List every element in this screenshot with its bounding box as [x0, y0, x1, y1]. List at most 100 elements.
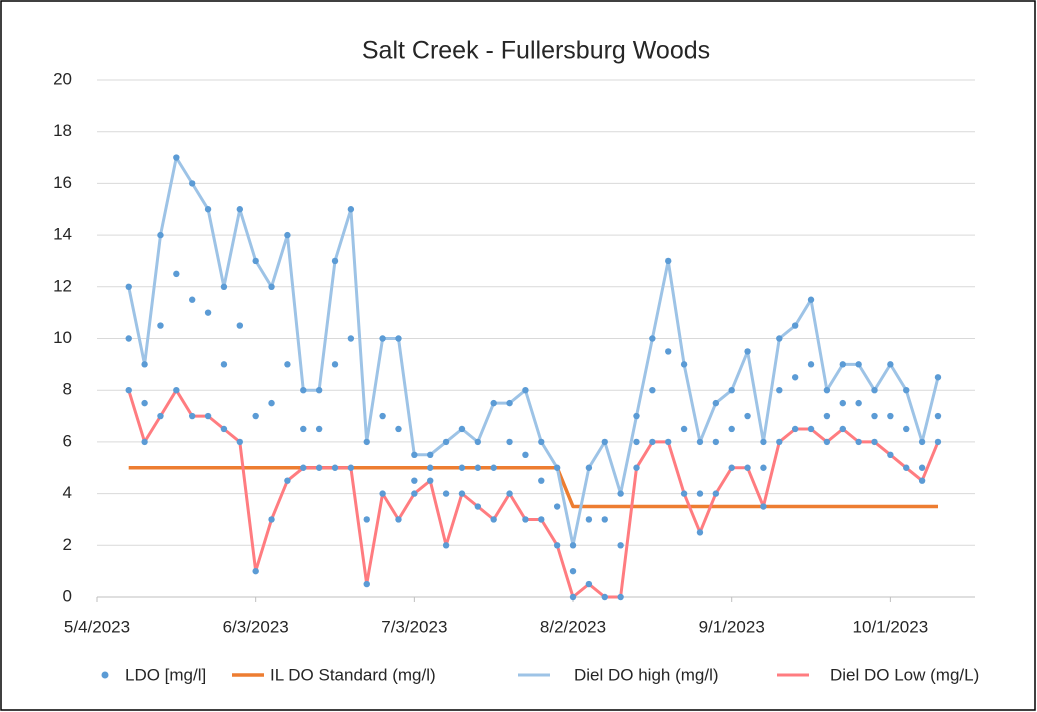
data-point — [903, 425, 910, 433]
data-point — [442, 490, 450, 497]
data-point — [823, 412, 831, 420]
data-point — [696, 438, 704, 446]
data-point — [458, 490, 466, 497]
y-tick-label: 2 — [63, 535, 72, 554]
data-point — [236, 322, 244, 329]
y-tick-label: 20 — [53, 69, 72, 88]
data-point — [395, 335, 402, 342]
data-point — [680, 425, 688, 433]
data-point — [918, 477, 926, 484]
data-point — [474, 438, 482, 446]
data-point — [887, 361, 894, 368]
legend-label: Diel DO Low (mg/L) — [830, 665, 979, 684]
data-point — [300, 464, 307, 471]
y-tick-label: 0 — [63, 586, 72, 605]
data-point — [585, 580, 593, 588]
data-point — [284, 477, 291, 484]
data-point — [538, 477, 545, 484]
y-tick-label: 6 — [63, 431, 72, 450]
data-point — [315, 425, 323, 433]
data-point — [760, 438, 767, 446]
data-point — [125, 335, 132, 342]
data-point — [649, 387, 656, 394]
data-point — [411, 477, 418, 484]
data-point — [204, 206, 212, 213]
data-point — [379, 412, 386, 420]
data-point — [617, 490, 624, 497]
y-tick-label: 14 — [53, 225, 72, 244]
data-point — [347, 206, 355, 213]
data-point — [712, 399, 720, 407]
data-point — [585, 464, 593, 471]
data-point — [680, 361, 688, 368]
data-point — [315, 464, 323, 471]
data-point — [427, 464, 434, 471]
data-point — [585, 516, 593, 523]
y-tick-label: 16 — [53, 173, 72, 192]
data-point — [934, 412, 942, 420]
data-point — [538, 438, 545, 446]
y-tick-label: 4 — [63, 483, 72, 502]
data-point — [173, 270, 180, 278]
data-point — [220, 361, 228, 368]
x-tick-label: 5/4/2023 — [64, 617, 130, 636]
data-point — [189, 412, 196, 420]
data-point — [236, 206, 244, 213]
data-point — [760, 464, 767, 471]
data-point — [268, 399, 275, 407]
data-point — [649, 335, 656, 342]
data-point — [490, 399, 497, 407]
data-point — [776, 438, 783, 446]
y-tick-label: 8 — [63, 380, 72, 399]
data-point — [204, 412, 212, 420]
data-point — [871, 412, 878, 420]
data-point — [379, 335, 386, 342]
data-point — [363, 516, 370, 523]
data-point — [347, 335, 355, 342]
data-point — [744, 348, 751, 355]
data-point — [157, 322, 164, 329]
data-point — [300, 425, 307, 433]
series-line — [127, 388, 940, 599]
data-point — [474, 464, 482, 471]
data-point — [268, 516, 275, 523]
data-point — [823, 438, 831, 446]
legend-label: LDO [mg/l] — [125, 665, 206, 684]
data-point — [157, 412, 164, 420]
data-point — [522, 516, 529, 523]
data-point — [934, 438, 942, 446]
data-point — [744, 412, 751, 420]
data-point — [776, 335, 783, 342]
data-point — [807, 296, 815, 303]
data-point — [823, 387, 831, 394]
data-point — [918, 438, 926, 446]
data-point — [427, 477, 434, 484]
data-point — [458, 425, 466, 433]
data-point — [871, 387, 878, 394]
y-tick-label: 12 — [53, 276, 72, 295]
data-point — [284, 231, 291, 239]
data-point — [411, 451, 418, 459]
data-point — [474, 503, 482, 510]
data-point — [141, 399, 148, 407]
data-point — [395, 425, 402, 433]
data-point — [760, 503, 767, 510]
data-point — [839, 361, 846, 368]
data-point — [569, 593, 577, 601]
data-point — [395, 516, 402, 523]
legend-marker — [101, 671, 109, 679]
x-tick-label: 7/3/2023 — [381, 617, 447, 636]
data-point — [903, 464, 910, 471]
data-point — [601, 593, 608, 601]
data-point — [680, 490, 688, 497]
data-point — [411, 490, 418, 497]
data-point — [696, 529, 704, 536]
x-tick-label: 9/1/2023 — [699, 617, 765, 636]
data-point — [220, 283, 228, 290]
data-point — [315, 387, 323, 394]
data-point — [506, 399, 513, 407]
chart-title: Salt Creek - Fullersburg Woods — [362, 37, 710, 65]
